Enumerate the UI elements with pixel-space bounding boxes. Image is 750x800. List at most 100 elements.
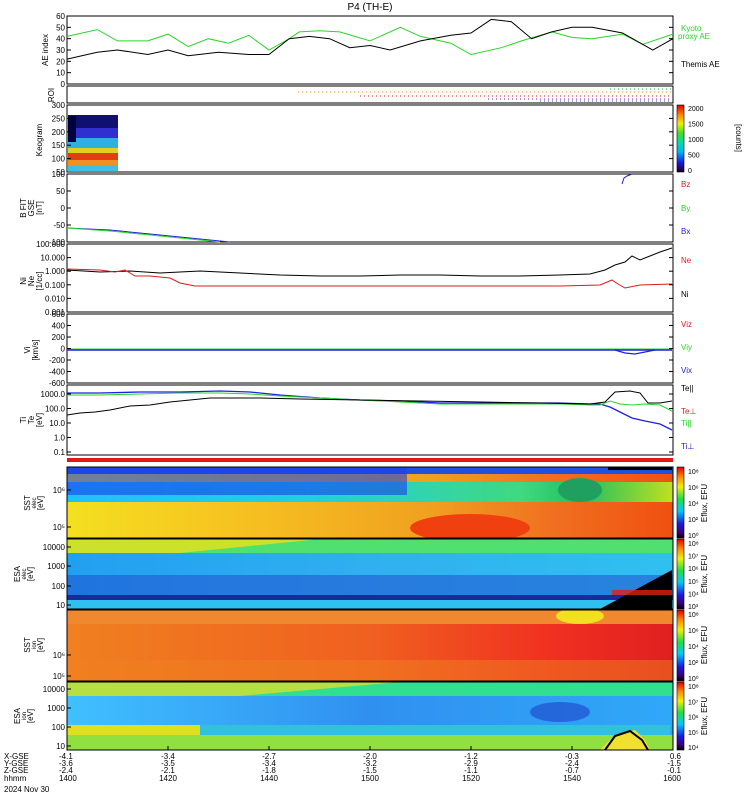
x-tick-t-label: 1420 [159, 774, 177, 783]
sst-electron-cbar-tick-label: 10⁶ [688, 485, 699, 492]
temperature-ytick-label: 0.1 [54, 448, 66, 457]
esa-electron-ylabel-2: elec [22, 568, 28, 579]
ae-ytick-label: 0 [61, 80, 66, 89]
keogram-colorbar-label: [counts] [734, 124, 743, 152]
sst-ion-colorbar [676, 609, 685, 682]
sst-electron-y-ticks: 10⁵ 10⁶ [53, 486, 71, 532]
x-tick-t-label: 1400 [59, 774, 77, 783]
density-legend-ne: Ne [681, 256, 692, 265]
esa-ion-colorbar [676, 681, 685, 751]
temperature-legend-te-perp: Te⊥ [681, 407, 696, 416]
velocity-ylabel: Vi [23, 346, 32, 353]
roi-ylabel: ROI [47, 88, 56, 102]
x-tick-x-label: 0.6 [670, 752, 682, 761]
temperature-legend-ti-par: Ti|| [681, 419, 692, 428]
keogram-ytick-label: 50 [56, 168, 65, 177]
temperature-ti-par-line [67, 392, 673, 412]
esa-electron-colorbar-label: Eflux, EFU [700, 555, 709, 593]
bfield-ytick-label: -50 [53, 221, 65, 230]
x-tick-z-label: -0.7 [565, 766, 579, 775]
sst-ion-ytick-label: 10⁶ [53, 651, 65, 660]
density-ylabel-2: Ne [27, 275, 36, 286]
sst-electron-ytick-label: 10⁶ [53, 486, 65, 495]
x-tick-z-label: -1.5 [363, 766, 377, 775]
sst-electron-colorbar [676, 466, 685, 539]
velocity-legend-vix: Vix [681, 366, 692, 375]
esa-electron-cbar-tick-label: 10⁵ [688, 579, 699, 586]
panel-temperature: 0.1 1.0 10.0 100.0 1000.0 Ti Te [eV] Te|| Te… [19, 384, 696, 457]
keogram-ytick-label: 300 [52, 101, 66, 110]
bfield-ytick-label: 0 [61, 204, 66, 213]
x-row-label-xgse: X-GSE [4, 752, 29, 761]
ae-ytick-label: 10 [56, 69, 65, 78]
plot-title: P4 (TH-E) [348, 2, 393, 13]
x-tick-z-label: -1.8 [262, 766, 276, 775]
bfield-legend-bz: Bz [681, 180, 690, 189]
ae-ytick-label: 50 [56, 23, 65, 32]
velocity-ytick-label: -400 [49, 368, 66, 377]
x-tick-z-label: -0.1 [667, 766, 681, 775]
temperature-ytick-label: 10.0 [49, 419, 65, 428]
esa-electron-ytick-label: 1000 [47, 562, 65, 571]
esa-ion-cbar-tick-label: 10⁴ [688, 745, 699, 752]
sst-ion-cbar-tick-label: 10⁴ [688, 644, 699, 651]
ae-legend-themis: Themis AE [681, 60, 720, 69]
x-row-label-hhmm: hhmm [4, 774, 27, 783]
density-ytick-label: 10.000 [41, 254, 66, 263]
ae-series-1-line [66, 18, 674, 60]
density-ytick-label: 0.001 [45, 308, 66, 317]
temperature-ylabel: Ti [19, 417, 28, 424]
sst-ion-ylabel-2: ion [32, 641, 38, 649]
velocity-ytick-label: -200 [49, 356, 66, 365]
x-tick-t-label: 1440 [260, 774, 278, 783]
bfield-legend-by: By [681, 204, 690, 213]
keogram-cbar-tick-label: 0 [688, 168, 692, 175]
keogram-ytick-label: 250 [52, 114, 66, 123]
density-ni-line [66, 247, 673, 277]
esa-ion-cbar-tick-label: 10⁷ [688, 699, 699, 706]
x-tick-x-label: -4.1 [59, 752, 73, 761]
velocity-ytick-label: 200 [52, 333, 66, 342]
ae-y-ticks: 0 10 20 30 40 50 60 [56, 12, 673, 89]
sst-ion-ylabel: SST [23, 637, 32, 653]
panel-velocity: -600 -400 -200 0 200 400 600 Vi [km/s] Viz Viy… [23, 310, 692, 388]
x-tick-x-label: -0.3 [565, 752, 579, 761]
keogram-ytick-label: 150 [52, 141, 66, 150]
keogram-image [68, 115, 118, 171]
esa-electron-ytick-label: 10 [56, 601, 65, 610]
temperature-ylabel-2: Te [27, 415, 36, 424]
panel-ae: 0 10 20 30 40 50 60 AE index Kyoto proxy AE Th… [41, 12, 720, 89]
velocity-ytick-label: 0 [61, 345, 66, 354]
keogram-cbar-tick-label: 2000 [688, 106, 704, 113]
velocity-ylabel-2: [km/s] [31, 339, 40, 360]
keogram-cbar-tick-label: 1500 [688, 122, 704, 129]
sst-electron-colorbar-ticks: 10⁰ 10² 10⁴ 10⁶ 10⁸ [688, 469, 699, 540]
temperature-ytick-label: 1.0 [54, 434, 66, 443]
velocity-ytick-label: 600 [52, 310, 66, 319]
sst-ion-cbar-tick-label: 10⁸ [688, 612, 699, 619]
x-tick-y-label: -3.6 [59, 759, 73, 768]
velocity-legend-viz: Viz [681, 320, 692, 329]
esa-electron-cbar-tick-label: 10⁴ [688, 591, 699, 598]
esa-ion-y-ticks: 10 100 1000 10000 [43, 685, 71, 751]
sst-ion-cbar-tick-label: 10² [688, 660, 699, 667]
x-tick-y-label: -2.4 [565, 759, 579, 768]
esa-ion-colorbar-ticks: 10⁴ 10⁵ 10⁶ 10⁷ 10⁸ [688, 684, 699, 752]
x-tick-x-label: -1.2 [464, 752, 478, 761]
sst-ion-cbar-tick-label: 10⁰ [688, 675, 699, 683]
sst-electron-ylabel: SST [23, 495, 32, 511]
sst-ion-cbar-tick-label: 10⁶ [688, 628, 699, 635]
x-tick-z-label: -2.1 [161, 766, 175, 775]
density-ytick-label: 100.000 [36, 240, 65, 249]
sst-electron-cbar-tick-label: 10⁸ [688, 469, 699, 476]
keogram-ytick-label: 100 [52, 155, 66, 164]
esa-electron-cbar-tick-label: 10³ [688, 604, 699, 611]
keogram-colorbar [676, 104, 685, 173]
temperature-legend-ti-perp: Ti⊥ [681, 442, 694, 451]
panel-roi: ROI [47, 85, 674, 104]
bfield-ylabel: B FIT [19, 198, 28, 218]
temperature-ti-perp-line [67, 390, 673, 431]
